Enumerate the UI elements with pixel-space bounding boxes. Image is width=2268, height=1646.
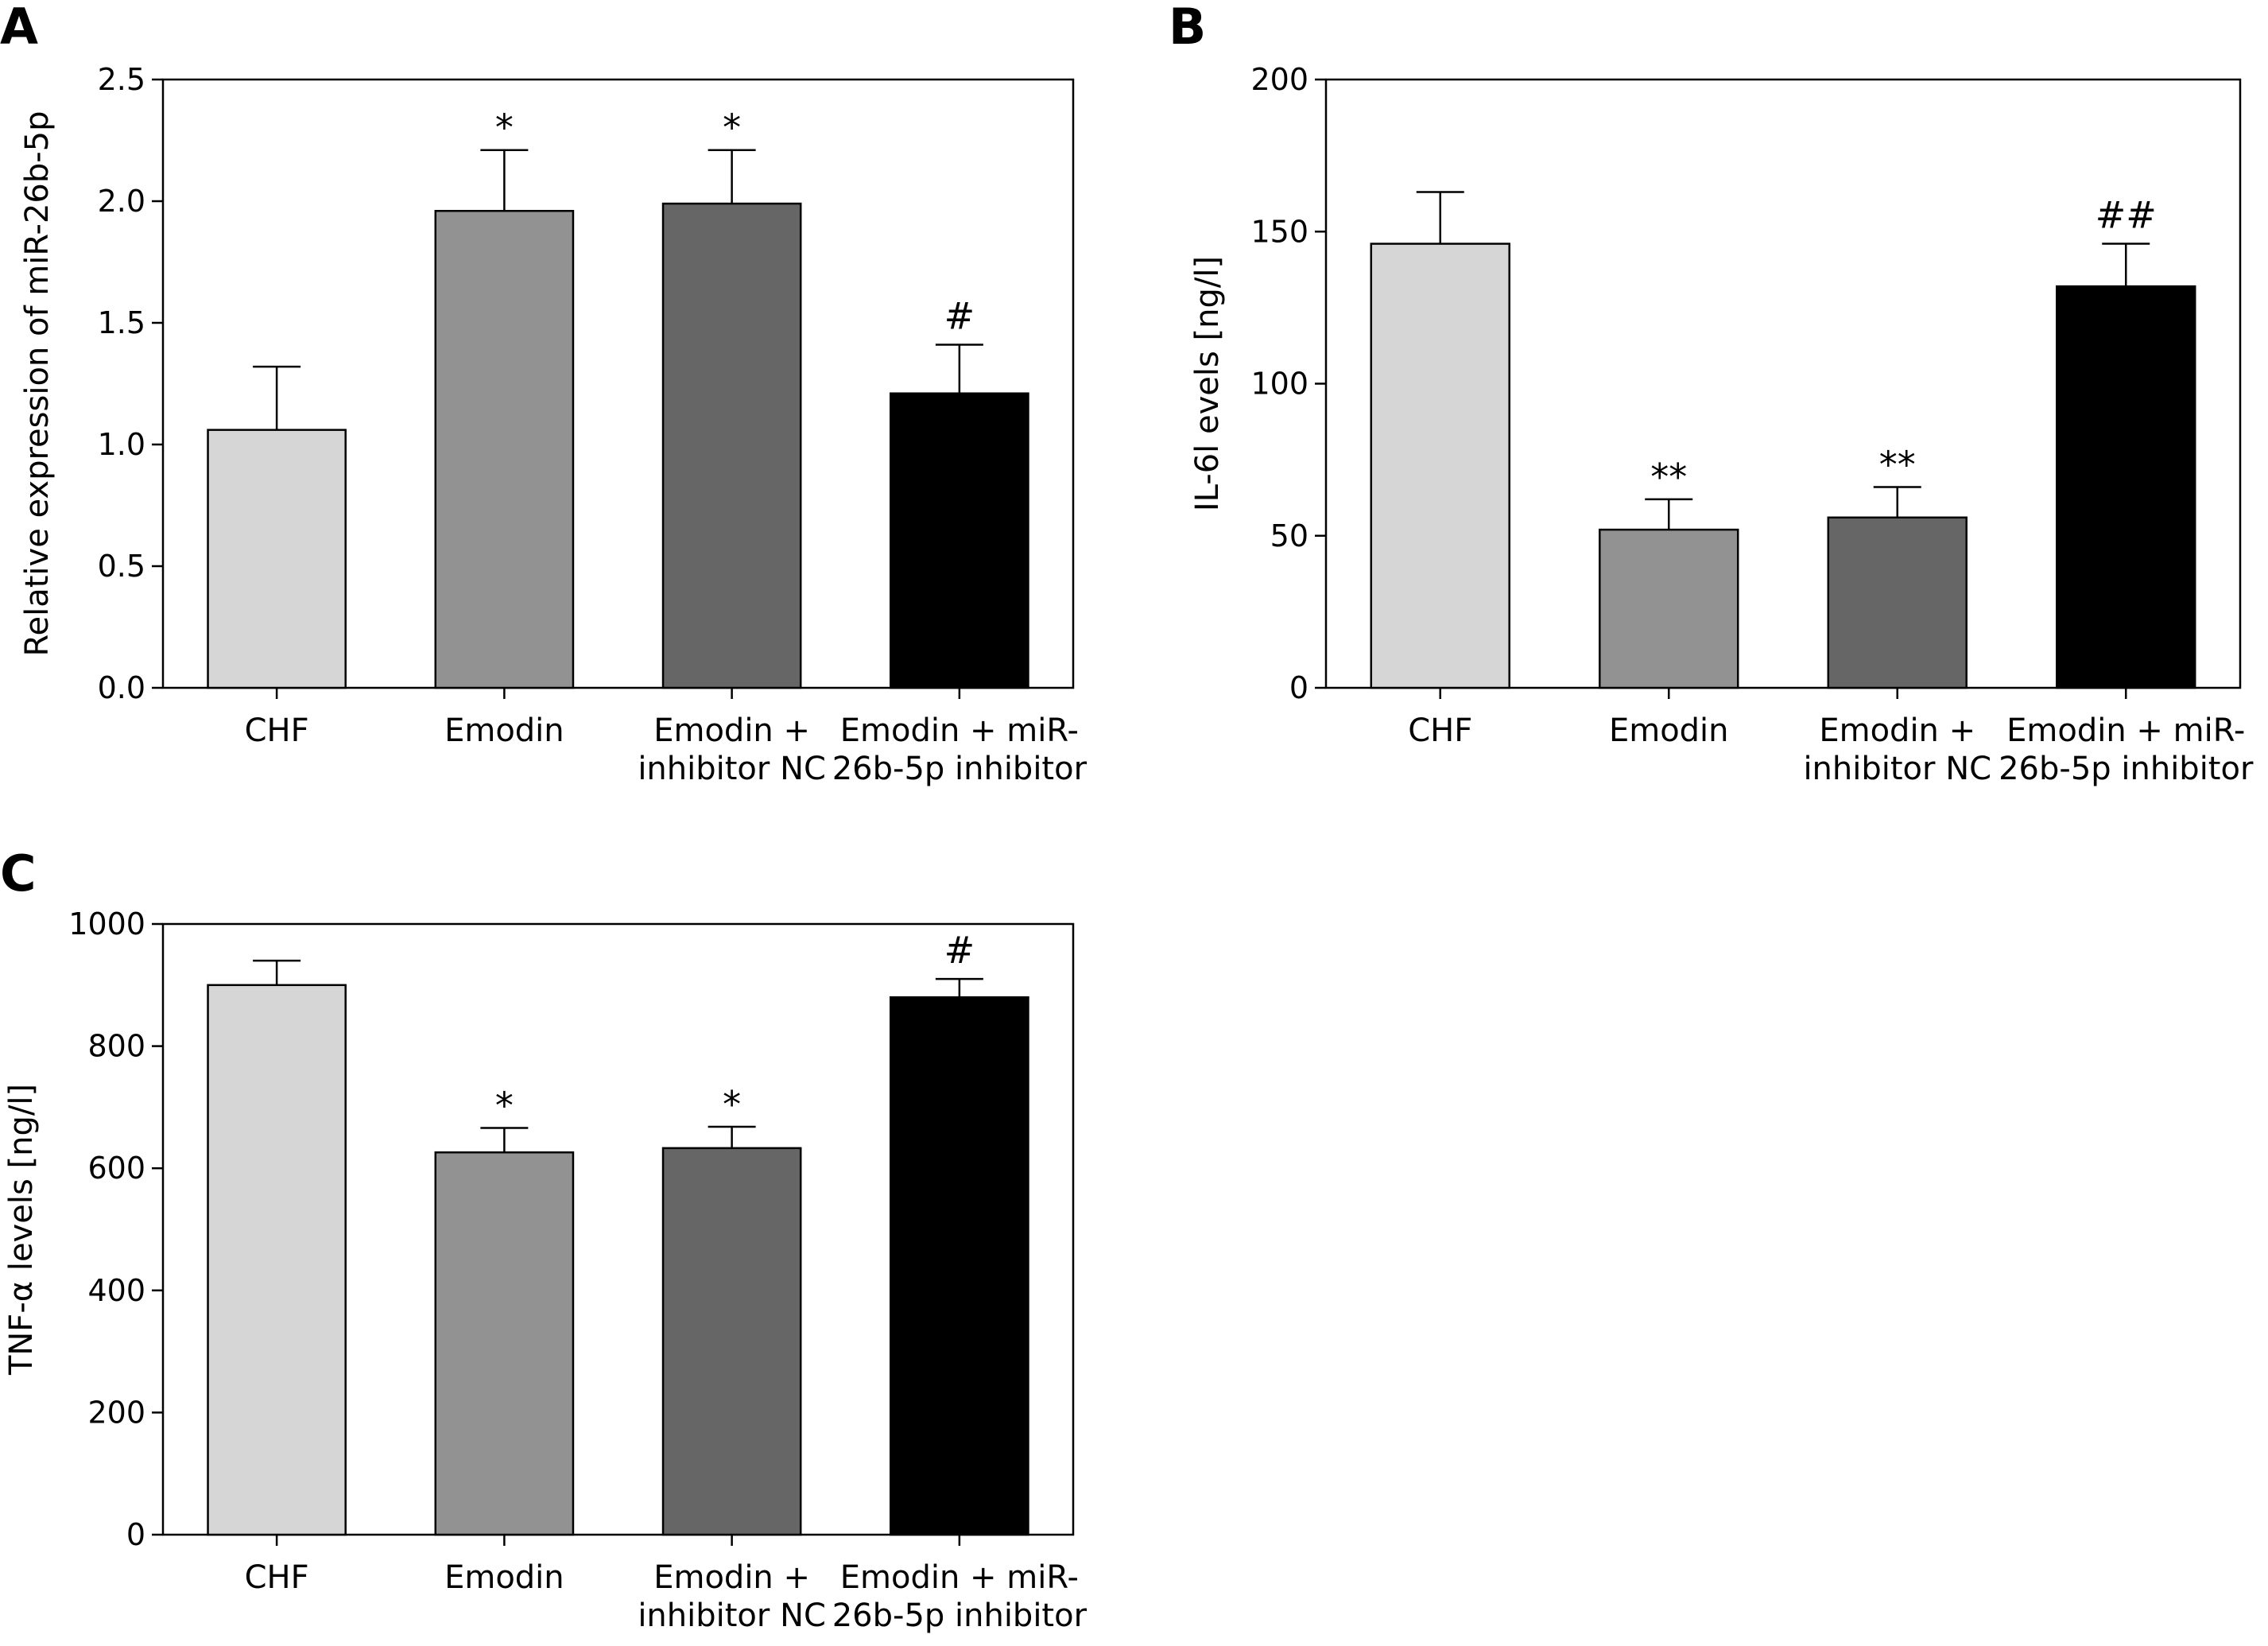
x-category-label: CHF [245, 712, 309, 749]
x-category-label-line: Emodin [444, 712, 564, 749]
y-tick-label: 100 [1250, 367, 1308, 402]
significance-mark: * [495, 1085, 514, 1128]
x-category-label-line: Emodin + [653, 1559, 810, 1596]
y-tick-label: 0.5 [98, 549, 145, 584]
x-category-label-line: Emodin [1609, 712, 1729, 749]
chart-panel-b: 0 50 100 150 200 IL-6l evels [ng/l] CHF ** Emodi… [1189, 62, 2254, 787]
y-tick-label: 400 [87, 1273, 145, 1308]
x-category-label-line: CHF [245, 712, 309, 749]
y-tick-label: 2.0 [98, 184, 145, 219]
x-category-label: Emodin [444, 1559, 564, 1596]
x-category-label-line: CHF [245, 1559, 309, 1596]
bar [1370, 243, 1510, 689]
x-category-label: CHF [1408, 712, 1472, 749]
bar [890, 392, 1029, 689]
y-tick-label: 50 [1270, 518, 1308, 553]
x-category-label-line: Emodin [444, 1559, 564, 1596]
y-tick-label: 200 [1250, 62, 1308, 97]
x-category-label-line: inhibitor NC [638, 751, 826, 787]
x-category-label: Emodin + miR-26b-5p inhibitor [832, 712, 1087, 787]
x-category-label: Emodin [1609, 712, 1729, 749]
x-category-label: Emodin + miR-26b-5p inhibitor [1999, 712, 2254, 787]
significance-mark: ** [1879, 444, 1916, 487]
y-tick-label: 1.0 [98, 427, 145, 462]
chart-panel-c: 0 200 400 600 800 1000 TNF-α levels [ng/l] CHF *… [3, 906, 1087, 1634]
y-axis-title: TNF-α levels [ng/l] [3, 1084, 40, 1376]
x-category-label-line: inhibitor NC [638, 1597, 826, 1634]
y-tick-label: 0.0 [98, 670, 145, 705]
x-category-label: Emodin [444, 712, 564, 749]
x-category-label-line: Emodin + miR- [840, 712, 1079, 749]
x-category-label-line: 26b-5p inhibitor [832, 751, 1087, 787]
plot-frame [161, 922, 1075, 1536]
bar [661, 1147, 802, 1536]
significance-mark: * [495, 107, 514, 149]
y-tick-label: 600 [87, 1151, 145, 1186]
x-category-label: Emodin + inhibitor NC [638, 1559, 826, 1634]
significance-mark: * [723, 107, 741, 149]
bar [2056, 285, 2196, 689]
significance-mark: # [944, 295, 975, 338]
significance-mark: * [723, 1083, 741, 1126]
bar [434, 209, 575, 689]
x-category-label-line: CHF [1408, 712, 1472, 749]
x-category-label-line: inhibitor NC [1803, 751, 1991, 787]
panel-letter-c: C [0, 844, 37, 903]
panel-letter-a: A [0, 0, 38, 56]
x-category-label-line: 26b-5p inhibitor [832, 1597, 1087, 1634]
y-tick-label: 0 [126, 1517, 145, 1552]
x-category-label: Emodin + inhibitor NC [638, 712, 826, 787]
y-tick-label: 0 [1289, 670, 1308, 705]
bar [207, 429, 347, 689]
bar [890, 996, 1029, 1536]
bar [661, 202, 802, 689]
y-tick-label: 200 [87, 1395, 145, 1430]
y-tick-label: 150 [1250, 214, 1308, 249]
x-category-label: Emodin + inhibitor NC [1803, 712, 1991, 787]
x-category-label-line: 26b-5p inhibitor [1999, 751, 2254, 787]
plot-frame [161, 78, 1075, 689]
chart-panel-a: 0.0 0.5 1.0 1.5 2.0 2.5 Relative expression of… [19, 62, 1087, 787]
significance-mark: # [944, 929, 975, 972]
x-category-label: CHF [245, 1559, 309, 1596]
x-category-label-line: Emodin + miR- [840, 1559, 1079, 1596]
y-tick-label: 2.5 [98, 62, 145, 97]
significance-mark: ** [1650, 456, 1687, 499]
significance-mark: ## [2095, 194, 2157, 237]
y-tick-label: 1.5 [98, 305, 145, 340]
bar [1827, 516, 1968, 689]
y-axis-title: IL-6l evels [ng/l] [1189, 256, 1226, 511]
x-category-label-line: Emodin + miR- [2006, 712, 2245, 749]
x-category-label: Emodin + miR-26b-5p inhibitor [832, 1559, 1087, 1634]
panel-letter-b: B [1169, 0, 1206, 56]
bar [1599, 528, 1739, 689]
y-tick-label: 800 [87, 1029, 145, 1064]
y-axis-title: Relative expression of miR-26b-5p [19, 111, 56, 656]
y-tick-label: 1000 [68, 906, 145, 941]
bar [207, 984, 347, 1536]
x-category-label-line: Emodin + [1819, 712, 1975, 749]
x-category-label-line: Emodin + [653, 712, 810, 749]
bar [434, 1151, 575, 1536]
